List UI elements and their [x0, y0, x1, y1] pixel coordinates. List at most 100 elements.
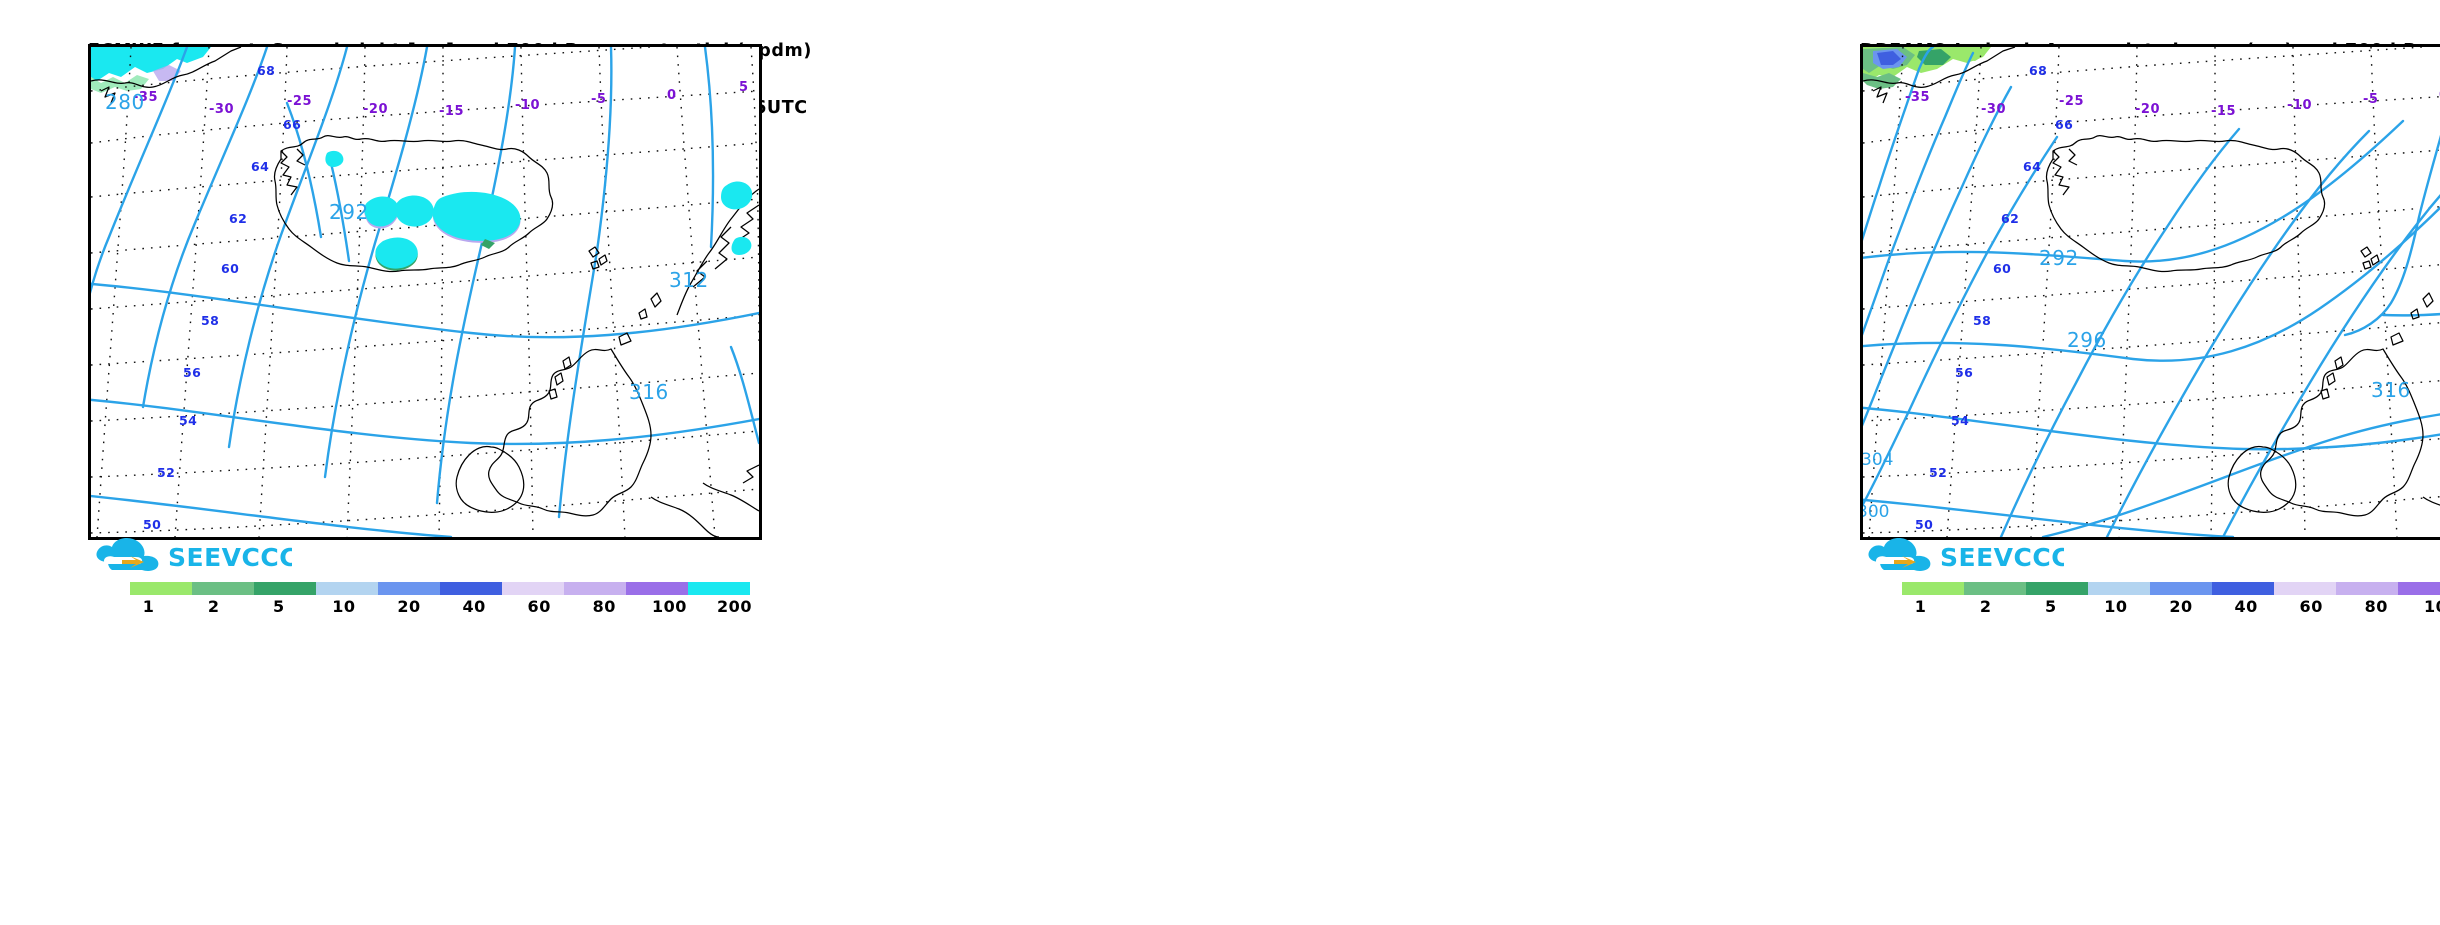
- geo-label: 300: [1863, 502, 1889, 522]
- map-ecmwf[interactable]: -35 -30 -25 -20 -15 -10 -5 0 5 68 66: [88, 44, 762, 540]
- lat-label: 50: [143, 517, 161, 532]
- colorbar-right: 1 2 5 10 20 40 60 80 100 200: [1902, 582, 2440, 616]
- lat-label: 66: [2055, 117, 2073, 132]
- colorbar-segment: [192, 582, 254, 595]
- colorbar-tick: 5: [2044, 597, 2057, 616]
- colorbar-segment: [378, 582, 440, 595]
- colorbar-tick: 1: [142, 597, 155, 616]
- lat-label: 58: [1973, 313, 1991, 328]
- geo-label: 316: [2371, 378, 2411, 402]
- lat-label: 52: [157, 465, 175, 480]
- colorbar-segment: [626, 582, 688, 595]
- latitude-labels: 68 66 64 62 60 58 56 54 52 50: [1915, 63, 2073, 532]
- geopotential-contours-dream8: [1863, 47, 2440, 537]
- lon-label: -20: [363, 102, 388, 117]
- geo-label: 292: [2039, 246, 2079, 270]
- geopotential-labels: 280 292 312 316: [105, 90, 708, 404]
- lon-label: -25: [2059, 94, 2084, 109]
- graticule: [1863, 47, 2440, 537]
- lat-label: 64: [251, 159, 269, 174]
- colorbar-tick: 10: [332, 597, 356, 616]
- lon-label: -15: [439, 104, 464, 119]
- lat-label: 60: [1993, 261, 2011, 276]
- panel-dream8: DREAM8-Iceland: Accumulated snow (cm) an…: [1220, 0, 2440, 925]
- lat-label: 56: [183, 365, 201, 380]
- panel-ecmwf: ECMWF forecast: Snow height [cm] and 700…: [88, 42, 811, 617]
- colorbar-segment: [2150, 582, 2212, 595]
- lon-label: -25: [287, 94, 312, 109]
- colorbar-tick: 2: [207, 597, 220, 616]
- longitude-labels: -35 -30 -25 -20 -15 -10 -5 0 5: [1905, 88, 2440, 119]
- colorbar-tick: 60: [527, 597, 551, 616]
- colorbar-segment: [564, 582, 626, 595]
- colorbar-segment: [502, 582, 564, 595]
- lon-label: -35: [1905, 90, 1930, 105]
- lon-label: -35: [133, 90, 158, 105]
- lon-label: -30: [209, 102, 234, 117]
- lon-label: -5: [2363, 92, 2378, 107]
- lat-label: 58: [201, 313, 219, 328]
- colorbar-segment: [254, 582, 316, 595]
- map-dream8[interactable]: -35 -30 -25 -20 -15 -10 -5 0 5 68 66: [1860, 44, 2440, 540]
- lat-label: 54: [179, 413, 197, 428]
- snow-patch-norway: [721, 181, 753, 255]
- geo-label: 296: [2067, 328, 2107, 352]
- colorbar-segment: [688, 582, 750, 595]
- lon-label: -5: [591, 92, 606, 107]
- geo-label: 292: [329, 200, 369, 224]
- colorbar-tick: 100: [651, 597, 687, 616]
- snow-patches-iceland: [325, 150, 521, 271]
- lat-label: 54: [1951, 413, 1969, 428]
- colorbar-segment: [2398, 582, 2440, 595]
- lat-label: 64: [2023, 159, 2041, 174]
- seevccc-logo-left: SEEVCCC: [92, 536, 292, 576]
- lat-label: 52: [1929, 465, 1947, 480]
- colorbar-segment: [2026, 582, 2088, 595]
- coastlines: [1863, 47, 2440, 517]
- colorbar-segment: [440, 582, 502, 595]
- geo-label: 280: [105, 90, 145, 114]
- colorbar-left: 1 2 5 10 20 40 60 80 100 200: [130, 582, 752, 617]
- map-canvas-ecmwf: -35 -30 -25 -20 -15 -10 -5 0 5 68 66: [91, 47, 759, 537]
- lat-label: 56: [1955, 365, 1973, 380]
- lat-label: 62: [2001, 211, 2019, 226]
- colorbar-tick: 80: [592, 597, 616, 616]
- colorbar-tick: 80: [2364, 597, 2388, 616]
- map-canvas-dream8: -35 -30 -25 -20 -15 -10 -5 0 5 68 66: [1863, 47, 2440, 537]
- graticule: [91, 47, 759, 537]
- colorbar-segment: [2336, 582, 2398, 595]
- colorbar-segment: [1902, 582, 1964, 595]
- logo-text: SEEVCCC: [168, 543, 292, 572]
- cloud-icon: [1868, 537, 1931, 571]
- colorbar-tick: 2: [1979, 597, 1992, 616]
- lat-label: 62: [229, 211, 247, 226]
- geopotential-labels: 292 296 308 312 316 304 300: [1863, 246, 2411, 522]
- lon-label: -30: [1981, 102, 2006, 117]
- lat-label: 60: [221, 261, 239, 276]
- colorbar-strip: [130, 582, 750, 595]
- colorbar-segment: [1964, 582, 2026, 595]
- longitude-labels: -35 -30 -25 -20 -15 -10 -5 0 5: [133, 80, 749, 119]
- colorbar-tick: 1: [1914, 597, 1927, 616]
- lat-label: 50: [1915, 517, 1933, 532]
- colorbar-ticks: 1 2 5 10 20 40 60 80 100 200: [1902, 597, 2440, 617]
- logo-text: SEEVCCC: [1940, 543, 2064, 572]
- colorbar-segment: [2212, 582, 2274, 595]
- geo-label: 316: [629, 380, 669, 404]
- lon-label: 5: [739, 80, 749, 95]
- colorbar-tick: 200: [717, 597, 752, 616]
- lat-label: 68: [2029, 63, 2047, 78]
- colorbar-tick: 60: [2299, 597, 2323, 616]
- geo-label: 304: [1863, 450, 1893, 470]
- colorbar-tick: 40: [2234, 597, 2258, 616]
- colorbar-tick: 5: [272, 597, 285, 616]
- colorbar-segment: [2274, 582, 2336, 595]
- lon-label: -10: [2287, 98, 2312, 113]
- colorbar-ticks: 1 2 5 10 20 40 60 80 100 200: [130, 597, 752, 617]
- lon-label: -20: [2135, 102, 2160, 117]
- colorbar-tick: 40: [462, 597, 486, 616]
- lat-label: 68: [257, 63, 275, 78]
- geopotential-contours-ecmwf: [91, 47, 759, 537]
- lat-label: 66: [283, 117, 301, 132]
